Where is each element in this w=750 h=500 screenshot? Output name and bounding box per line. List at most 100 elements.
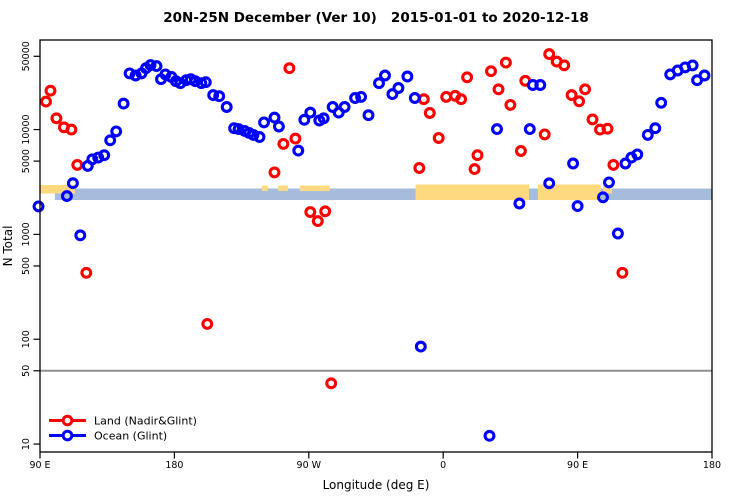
ocean-data-point xyxy=(655,96,668,109)
ocean-data-point xyxy=(373,77,385,90)
ocean-data-point xyxy=(597,191,609,204)
ocean-data-point xyxy=(268,111,281,124)
ocean-data-point xyxy=(253,131,266,143)
land-data-point xyxy=(607,158,620,171)
ocean-data-point xyxy=(272,120,285,133)
ocean-data-point xyxy=(86,153,99,166)
ocean-data-point xyxy=(631,148,644,161)
land-data-point xyxy=(573,95,586,108)
ocean-data-point xyxy=(258,116,270,129)
ocean-data-point xyxy=(32,200,45,213)
y-tick-label: 10 xyxy=(21,438,32,450)
x-tick-label: 90 E xyxy=(567,460,588,471)
land-data-point xyxy=(71,158,84,171)
land-data-point xyxy=(319,205,332,218)
y-tick-label: 5000 xyxy=(21,149,32,173)
ocean-data-point xyxy=(379,69,391,82)
land-data-point xyxy=(504,98,517,111)
points-land-series xyxy=(40,48,629,390)
ocean-data-point xyxy=(641,128,654,141)
ocean-data-point xyxy=(401,70,414,83)
ocean-data-point xyxy=(611,227,624,240)
x-tick-label: 90 E xyxy=(29,460,50,471)
legend: Land (Nadir&Glint) Ocean (Glint) xyxy=(49,415,197,443)
ocean-data-point xyxy=(649,122,662,135)
ocean-data-point xyxy=(123,67,136,80)
x-axis-ticks: 90 E 180 90 W 0 90 E 180 xyxy=(29,452,721,471)
land-data-point xyxy=(579,83,592,96)
land-data-point xyxy=(485,65,497,78)
land-data-point xyxy=(40,95,52,108)
ocean-data-point xyxy=(74,229,87,242)
ocean-data-point xyxy=(523,123,536,136)
y-axis-title: N Total xyxy=(1,226,15,267)
ocean-data-point xyxy=(571,200,584,213)
ocean-data-point xyxy=(338,101,351,113)
ocean-data-point xyxy=(408,92,421,104)
ocean-data-point xyxy=(317,112,330,125)
land-data-point xyxy=(283,62,296,75)
land-data-point xyxy=(311,215,324,228)
ocean-data-point xyxy=(567,157,580,170)
ocean-data-point xyxy=(698,69,711,82)
ocean-data-point xyxy=(483,429,496,442)
ocean-data-point xyxy=(66,177,79,190)
land-data-point xyxy=(413,162,426,174)
land-data-point xyxy=(471,149,484,162)
plot-box xyxy=(39,39,713,453)
map-strip-land-segment xyxy=(261,185,268,191)
map-strip xyxy=(40,184,712,200)
land-data-point xyxy=(201,317,214,330)
land-data-point xyxy=(432,132,445,144)
ocean-data-point xyxy=(129,69,142,82)
y-tick-label: 50000 xyxy=(21,41,32,71)
ocean-data-point xyxy=(60,190,73,203)
land-data-point xyxy=(514,145,527,157)
map-strip-land-segment xyxy=(40,185,76,194)
land-data-point xyxy=(543,48,556,61)
ocean-data-point xyxy=(534,79,547,91)
y-tick-label: 500 xyxy=(21,257,32,275)
x-axis-title: Longitude (deg E) xyxy=(323,478,430,492)
land-data-point xyxy=(565,89,578,102)
ocean-data-point xyxy=(543,177,556,190)
land-data-point xyxy=(455,93,468,106)
ocean-data-point xyxy=(207,89,220,102)
land-data-point xyxy=(423,107,436,119)
y-tick-label: 10000 xyxy=(21,114,32,144)
land-data-point xyxy=(538,128,551,141)
land-data-point xyxy=(461,71,474,84)
land-data-point xyxy=(277,137,290,150)
ocean-data-point xyxy=(386,88,399,101)
ocean-data-point xyxy=(232,123,245,136)
y-tick-label: 100 xyxy=(21,330,32,348)
x-tick-label: 180 xyxy=(165,460,183,471)
land-data-point xyxy=(304,206,317,219)
ocean-data-point xyxy=(220,101,233,113)
x-tick-label: 180 xyxy=(703,460,721,471)
ocean-data-point xyxy=(247,128,260,141)
legend-land-marker-icon xyxy=(61,414,74,427)
ocean-data-point xyxy=(189,75,202,88)
legend-ocean-label: Ocean (Glint) xyxy=(94,430,167,443)
x-tick-label: 90 W xyxy=(297,460,322,471)
map-strip-land-segment xyxy=(278,185,288,191)
land-data-point xyxy=(601,122,614,135)
land-data-point xyxy=(289,132,302,145)
map-strip-ocean xyxy=(54,188,712,200)
ocean-data-point xyxy=(414,340,427,353)
ocean-data-point xyxy=(349,92,362,104)
ocean-data-point xyxy=(150,60,163,73)
ocean-data-point xyxy=(619,157,632,170)
ocean-data-point xyxy=(298,113,311,126)
ocean-data-point xyxy=(304,106,317,119)
map-strip-land-segment xyxy=(415,184,530,200)
land-data-point xyxy=(468,163,481,176)
y-axis-ticks: 50000 10000 5000 1000 500 100 50 10 xyxy=(21,41,40,450)
ocean-data-point xyxy=(213,90,226,103)
land-data-point xyxy=(80,266,93,279)
ocean-data-point xyxy=(513,197,526,210)
land-data-point xyxy=(558,59,571,72)
y-tick-label: 50 xyxy=(21,365,32,377)
